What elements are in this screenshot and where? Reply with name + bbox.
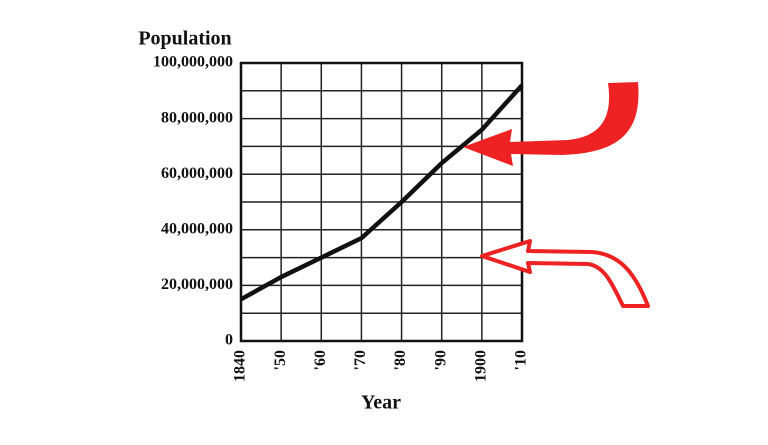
x-tick-label: '90 <box>432 350 449 370</box>
x-tick-label: '50 <box>272 350 289 370</box>
chart-title: Population <box>138 28 231 50</box>
y-tick-label: 40,000,000 <box>161 220 233 237</box>
x-tick-label: '60 <box>312 350 329 370</box>
data-line <box>239 83 524 302</box>
x-tick-label: '80 <box>392 350 409 370</box>
x-tick-label: '70 <box>352 350 369 370</box>
annotation-arrow-outline <box>480 239 650 308</box>
x-axis-label: Year <box>361 392 401 414</box>
y-tick-label: 20,000,000 <box>161 276 233 293</box>
x-tick-label: '10 <box>513 350 530 370</box>
y-tick-label: 60,000,000 <box>161 165 233 182</box>
annotation-arrow <box>463 82 639 166</box>
x-tick-label: 1840 <box>232 350 249 382</box>
y-tick-label: 0 <box>225 332 233 349</box>
plot-frame <box>239 61 524 343</box>
y-tick-label: 100,000,000 <box>153 54 233 71</box>
y-tick-label: 80,000,000 <box>161 109 233 126</box>
x-tick-label: 1900 <box>473 350 490 382</box>
